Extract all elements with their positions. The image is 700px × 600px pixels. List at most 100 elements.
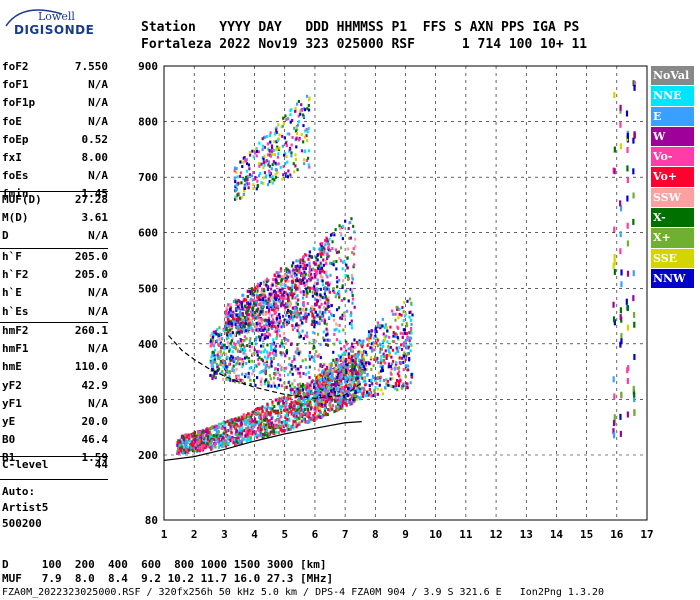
echo-cluster	[233, 94, 311, 201]
echo-dot	[310, 386, 313, 390]
echo-dot	[251, 149, 254, 153]
echo-dot	[375, 358, 378, 362]
echo-dot	[247, 326, 251, 330]
echo-dot	[341, 376, 345, 380]
echo-dot	[378, 342, 382, 346]
echo-dot	[377, 324, 380, 328]
echo-dot	[295, 131, 299, 135]
echo-dot	[243, 419, 246, 423]
echo-dot	[296, 329, 299, 333]
echo-dot	[333, 233, 336, 237]
echo-dot	[180, 446, 184, 450]
echo-dot	[226, 368, 229, 372]
echo-dot	[305, 317, 308, 321]
divider	[0, 322, 108, 323]
echo-dot	[330, 364, 333, 368]
echo-dot	[276, 171, 279, 175]
echo-dot	[241, 372, 244, 376]
echo-dot	[334, 383, 337, 387]
echo-dot	[335, 370, 338, 374]
echo-dot	[271, 342, 274, 346]
echo-dot	[310, 380, 313, 384]
echo-dot	[240, 327, 243, 331]
echo-dot	[320, 246, 324, 250]
echo-dot	[268, 164, 272, 168]
echo-dot	[325, 262, 328, 266]
echo-dot	[304, 384, 307, 388]
echo-dot	[301, 414, 304, 418]
echo-dot	[294, 311, 297, 315]
echo-dot	[261, 148, 264, 152]
echo-dot	[311, 314, 315, 318]
echo-dot	[332, 377, 335, 381]
echo-dot	[404, 375, 407, 379]
echo-dot	[298, 280, 301, 284]
echo-dot	[255, 324, 258, 328]
echo-dot	[236, 355, 240, 359]
echo-dot	[293, 274, 297, 278]
echo-dot	[341, 224, 345, 228]
echo-dot	[298, 388, 301, 392]
echo-dot	[305, 253, 308, 257]
echo-dot	[353, 263, 356, 267]
echo-dot	[262, 328, 265, 332]
echo-dot	[255, 300, 258, 304]
echo-dot	[340, 385, 343, 389]
echo-dot	[300, 400, 303, 404]
echo-dot	[235, 331, 238, 335]
echo-dot	[236, 175, 239, 179]
echo-dot	[279, 304, 283, 308]
echo-dot	[254, 315, 257, 319]
echo-dot	[335, 327, 338, 331]
echo-dot	[613, 268, 616, 275]
echo-dot	[222, 439, 225, 443]
echo-dot	[245, 421, 249, 425]
echo-dot	[368, 387, 371, 391]
echo-dot	[182, 451, 185, 455]
echo-dot	[273, 353, 276, 357]
echo-dot	[362, 363, 365, 367]
echo-dot	[283, 385, 286, 389]
echo-dot	[328, 290, 331, 294]
echo-dot	[247, 308, 251, 312]
echo-dot	[325, 273, 328, 277]
divider	[0, 191, 108, 192]
echo-dot	[234, 312, 237, 316]
echo-dot	[287, 298, 290, 302]
echo-dot	[286, 285, 289, 289]
echo-dot	[235, 308, 238, 312]
echo-dot	[285, 337, 288, 341]
echo-dot	[295, 127, 299, 131]
echo-dot	[409, 327, 413, 331]
echo-dot	[240, 439, 243, 443]
echo-dot	[324, 338, 327, 342]
echo-dot	[256, 353, 259, 357]
echo-dot	[246, 327, 249, 331]
echo-dot	[269, 154, 272, 158]
echo-dot	[247, 412, 250, 416]
echo-dot	[356, 382, 359, 386]
echo-dot	[271, 315, 274, 319]
echo-dot	[319, 378, 323, 382]
echo-dot	[626, 324, 630, 331]
echo-dot	[281, 424, 284, 428]
echo-dot	[326, 275, 329, 279]
echo-dot	[264, 299, 267, 303]
echo-dot	[309, 403, 312, 407]
echo-dot	[184, 451, 187, 455]
echo-dot	[319, 267, 322, 271]
echo-dot	[195, 434, 198, 438]
echo-dot	[325, 333, 328, 337]
echo-dot	[238, 343, 241, 347]
echo-dot	[315, 375, 318, 379]
echo-dot	[321, 389, 324, 393]
param-value: N/A	[88, 286, 108, 300]
echo-dot	[265, 334, 268, 338]
echo-dot	[324, 395, 327, 399]
muf-table-distance: D 100 200 400 600 800 1000 1500 3000 [km…	[2, 558, 327, 571]
echo-dot	[211, 444, 214, 448]
echo-dot	[258, 356, 261, 360]
echo-dot	[260, 413, 263, 417]
x-tick-label: 10	[429, 528, 442, 541]
echo-dot	[300, 108, 303, 112]
